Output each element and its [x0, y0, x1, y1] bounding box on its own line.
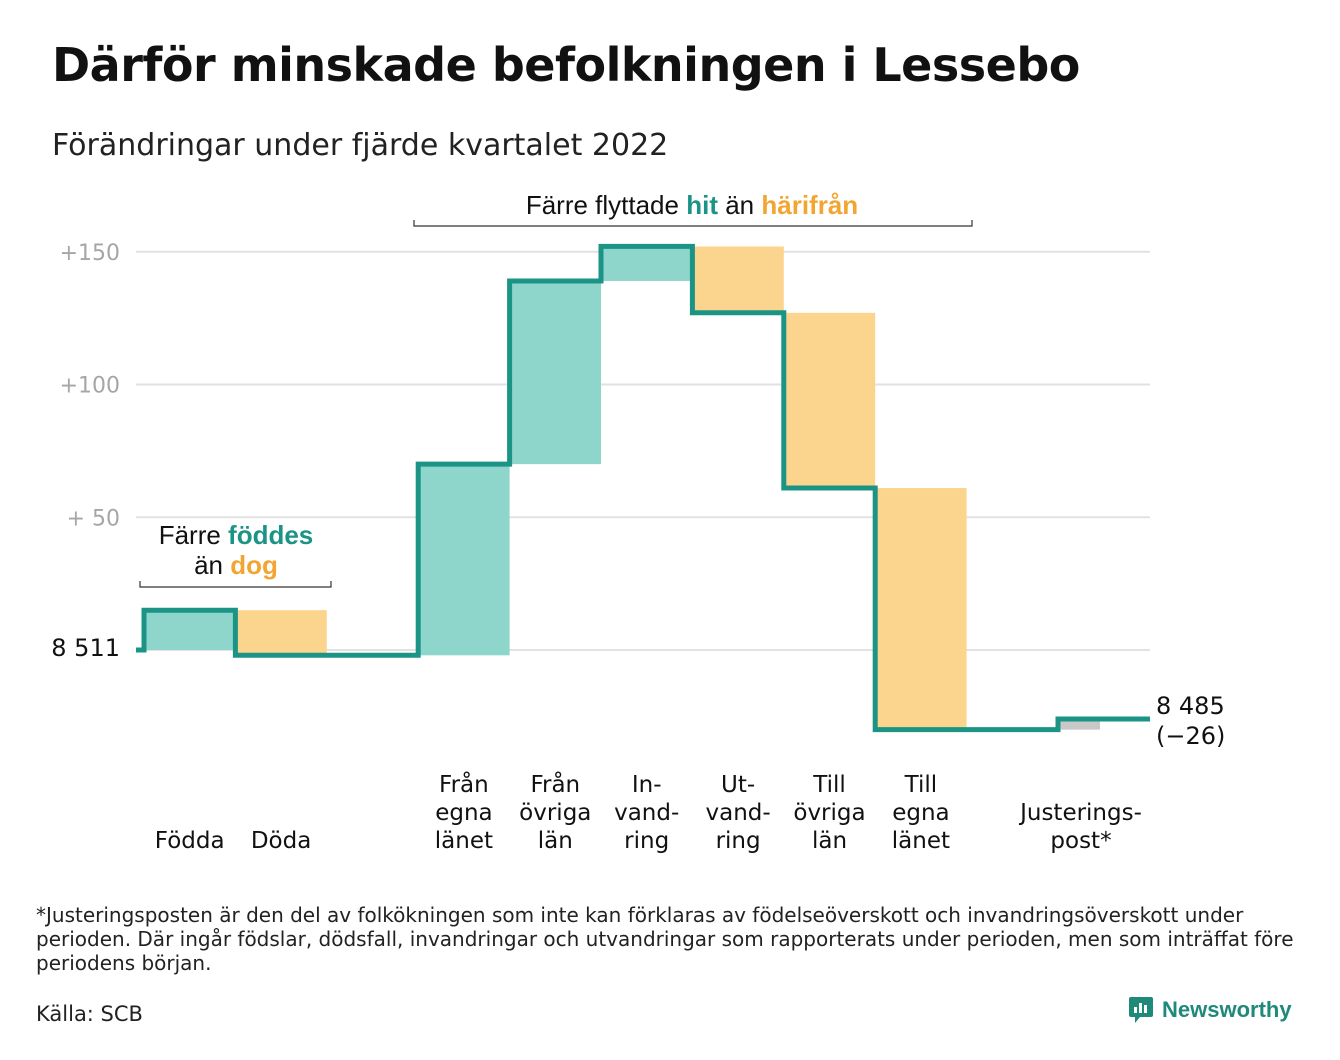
newsworthy-logo-icon: [1129, 997, 1153, 1023]
x-axis-label: Från: [439, 770, 489, 798]
migration-annotation: Färre flyttade hit än härifrån: [526, 190, 858, 220]
bars: [144, 246, 1100, 730]
inflow-highlight: hit: [686, 190, 718, 220]
births-annotation-line2: än dog: [194, 550, 278, 580]
births-bracket: [139, 581, 332, 588]
births-annotation-line1: Färre föddes: [159, 520, 314, 550]
inflow-bar: [418, 464, 510, 656]
brand-logo: Newsworthy: [1128, 996, 1292, 1024]
outflow-bar: [235, 610, 327, 656]
x-axis-label: län: [812, 828, 847, 854]
x-axis-label: ring: [624, 828, 669, 854]
x-axis-label: Födda: [155, 828, 225, 854]
chart-title: Därför minskade befolkningen i Lessebo: [52, 38, 1080, 92]
cumulative-step-line: [136, 243, 1150, 733]
births-highlight: föddes: [228, 520, 313, 550]
x-axis-label: egna: [435, 800, 492, 826]
outflow-bar: [783, 312, 876, 489]
end-change-label: (−26): [1156, 722, 1225, 750]
outflow-bar: [692, 246, 784, 313]
x-axis-label: övriga: [793, 800, 865, 826]
inflow-bar: [144, 610, 236, 650]
x-axis-label: Ut-: [721, 772, 755, 798]
x-axis-label: vand-: [706, 800, 771, 826]
x-axis-label: länet: [892, 828, 950, 854]
x-axis-label: övriga: [519, 800, 591, 826]
y-tick-label: + 50: [67, 506, 120, 531]
start-value-label: 8 511: [51, 634, 120, 662]
brand-name: Newsworthy: [1162, 997, 1292, 1022]
y-tick-label: +100: [60, 374, 120, 399]
waterfall-chart: +150+100+ 50 Födda DödaFrånegnalänetFrånö…: [51, 190, 1225, 854]
y-axis-ticks: +150 +100 + 50: [60, 241, 120, 532]
x-axis-label: post*: [1050, 828, 1111, 854]
x-axis-label: vand-: [614, 800, 679, 826]
x-axis-label: ring: [716, 828, 761, 854]
outflow-highlight: härifrån: [761, 190, 858, 220]
x-axis-label: Till: [904, 772, 938, 798]
x-axis-label: Från: [530, 770, 580, 798]
step-line: [136, 243, 1150, 733]
adjustment-bar: [1060, 719, 1100, 730]
x-axis-label: Till: [812, 772, 846, 798]
deaths-highlight: dog: [230, 550, 278, 580]
y-tick-label: +150: [60, 241, 120, 266]
inflow-bar: [509, 280, 601, 465]
migration-bracket: [413, 220, 973, 227]
end-value-label: 8 485: [1156, 692, 1225, 720]
x-axis-labels: Födda DödaFrånegnalänetFrånövrigalänIn-va…: [155, 770, 1142, 854]
x-axis-label: egna: [892, 800, 949, 826]
chart-subtitle: Förändringar under fjärde kvartalet 2022: [52, 128, 669, 163]
footnote: *Justeringsposten är den del av folkökni…: [36, 903, 1294, 975]
inflow-bar: [601, 246, 693, 281]
outflow-bar: [875, 488, 967, 730]
gridlines: [136, 250, 1150, 651]
x-axis-label: län: [538, 828, 573, 854]
x-axis-label: In-: [632, 772, 662, 798]
x-axis-label: Justerings-: [1018, 800, 1142, 826]
x-axis-label: Döda: [251, 828, 311, 854]
source-label: Källa: SCB: [36, 1002, 143, 1026]
x-axis-label: länet: [435, 828, 493, 854]
